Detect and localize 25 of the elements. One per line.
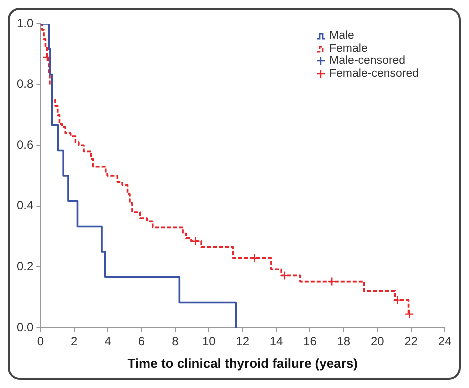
x-tick-label: 20 bbox=[370, 334, 385, 349]
x-tick-label: 14 bbox=[270, 334, 284, 349]
y-tick-label: 0.0 bbox=[16, 320, 34, 334]
x-tick-label: 22 bbox=[404, 334, 418, 349]
x-tick-label: 0 bbox=[37, 334, 44, 349]
y-tick-label: 0.8 bbox=[16, 77, 34, 92]
point bbox=[405, 310, 414, 319]
x-tick-label: 8 bbox=[172, 334, 180, 349]
x-tick-label: 4 bbox=[104, 334, 112, 349]
x-tick-label: 2 bbox=[71, 334, 78, 349]
x-axis-title: Time to clinical thyroid failure (years) bbox=[128, 356, 358, 371]
y-tick-label: 0.2 bbox=[16, 260, 34, 274]
y-tick-label: 0.6 bbox=[16, 138, 34, 152]
x-tick-label: 18 bbox=[337, 334, 351, 349]
x-tick-label: 24 bbox=[438, 334, 452, 349]
legend-label: Male bbox=[330, 30, 354, 42]
y-tick-label: 0.4 bbox=[16, 198, 34, 213]
x-tick-label: 6 bbox=[138, 334, 146, 349]
legend-label: Female bbox=[330, 42, 368, 55]
legend-label: Female-censored bbox=[330, 68, 419, 80]
x-tick-label: 12 bbox=[236, 334, 250, 349]
x-tick-label: 10 bbox=[202, 334, 216, 349]
y-tick-label: 1.0 bbox=[16, 16, 34, 30]
legend-label: Male-censored bbox=[330, 55, 406, 68]
x-tick-label: 16 bbox=[304, 334, 318, 349]
